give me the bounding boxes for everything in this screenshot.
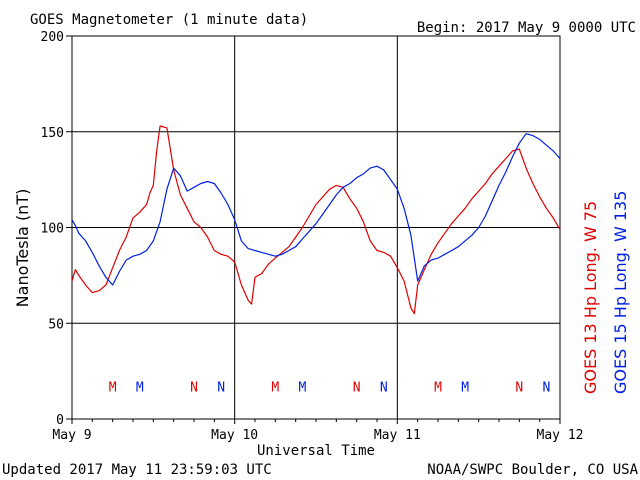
x-tick-label: May 12 xyxy=(537,428,584,443)
grid-lines xyxy=(72,36,560,419)
mn-marker: M xyxy=(271,380,279,395)
x-tick-label: May 9 xyxy=(52,428,91,443)
mn-marker: N xyxy=(353,380,361,395)
series-line-0 xyxy=(71,125,561,315)
y-tick-label: 200 xyxy=(41,30,64,45)
mn-marker: N xyxy=(190,380,198,395)
mn-marker: M xyxy=(461,380,469,395)
x-axis: May 9 May 10 May 11 May 12 xyxy=(52,419,583,443)
updated-label: Updated 2017 May 11 23:59:03 UTC xyxy=(2,462,272,478)
mn-marker: N xyxy=(380,380,388,395)
legend-goes15: GOES 15 Hp Long. W 135 xyxy=(611,191,630,394)
y-tick-label: 50 xyxy=(48,317,64,332)
y-axis: 0 50 100 150 200 xyxy=(41,30,72,428)
mn-marker: M xyxy=(136,380,144,395)
series-line-1 xyxy=(71,133,561,286)
chart-title: GOES Magnetometer (1 minute data) xyxy=(30,12,308,28)
legend-goes13: GOES 13 Hp Long. W 75 xyxy=(581,201,600,394)
y-axis-label: NanoTesla (nT) xyxy=(13,189,32,308)
mn-marker: N xyxy=(217,380,225,395)
x-tick-label: May 10 xyxy=(211,428,258,443)
mn-marker: M xyxy=(434,380,442,395)
source-label: NOAA/SWPC Boulder, CO USA xyxy=(427,462,638,478)
mn-marker: M xyxy=(109,380,117,395)
y-tick-label: 100 xyxy=(41,222,64,237)
mn-marker: M xyxy=(299,380,307,395)
begin-label: Begin: 2017 May 9 0000 UTC xyxy=(417,20,636,36)
y-tick-label: 0 xyxy=(56,413,64,428)
mn-marker: N xyxy=(515,380,523,395)
y-tick-label: 150 xyxy=(41,126,64,141)
mn-marker: N xyxy=(543,380,551,395)
series-lines xyxy=(71,125,561,315)
x-tick-label: May 11 xyxy=(374,428,421,443)
x-axis-label: Universal Time xyxy=(257,443,375,459)
